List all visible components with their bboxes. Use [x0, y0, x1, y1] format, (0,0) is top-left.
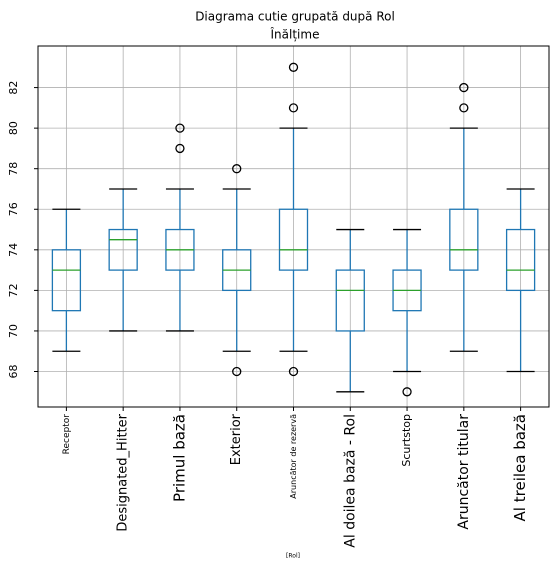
box: [449, 208, 479, 271]
x-tick-label: Scurtstop: [400, 414, 413, 467]
y-tick-label: 74: [7, 243, 20, 257]
y-tick-label: 80: [7, 121, 20, 135]
x-tick-label: Al doilea bază - Rol: [342, 414, 358, 548]
outlier: [175, 123, 185, 133]
box: [335, 269, 365, 332]
x-tick-label: Aruncător titular: [456, 414, 472, 530]
box: [108, 228, 138, 271]
outlier: [232, 366, 242, 377]
plot-frame: [37, 45, 550, 408]
x-axis-label: [Rol]: [286, 553, 300, 560]
y-tick-label: 82: [7, 81, 20, 95]
x-tick-label: Primul bază: [170, 414, 188, 502]
x-tick-label: Exterior: [229, 413, 244, 465]
y-tick-label: 70: [7, 324, 20, 338]
box: [505, 228, 536, 292]
x-tick-label: Al treilea bază: [511, 414, 529, 521]
outlier: [402, 387, 412, 397]
chart-subtitle: Înălțime: [270, 27, 320, 42]
outlier: [288, 366, 299, 377]
outlier: [459, 103, 469, 113]
outlier: [175, 143, 185, 154]
outlier: [459, 82, 469, 93]
y-tick-label: 72: [7, 283, 20, 297]
chart-title: Diagrama cutie grupată după Rol: [195, 10, 395, 24]
x-tick-label: Aruncător de rezervă: [289, 414, 298, 499]
box: [51, 249, 82, 312]
y-tick-label: 68: [7, 365, 20, 379]
x-tick-label: Receptor: [62, 414, 72, 455]
x-tick-label: Designated_Hitter: [116, 413, 131, 531]
outlier: [288, 62, 299, 72]
box: [278, 208, 309, 271]
outlier: [232, 164, 242, 174]
outlier: [288, 103, 299, 113]
y-tick-label: 76: [7, 202, 20, 216]
y-tick-label: 78: [7, 162, 20, 176]
